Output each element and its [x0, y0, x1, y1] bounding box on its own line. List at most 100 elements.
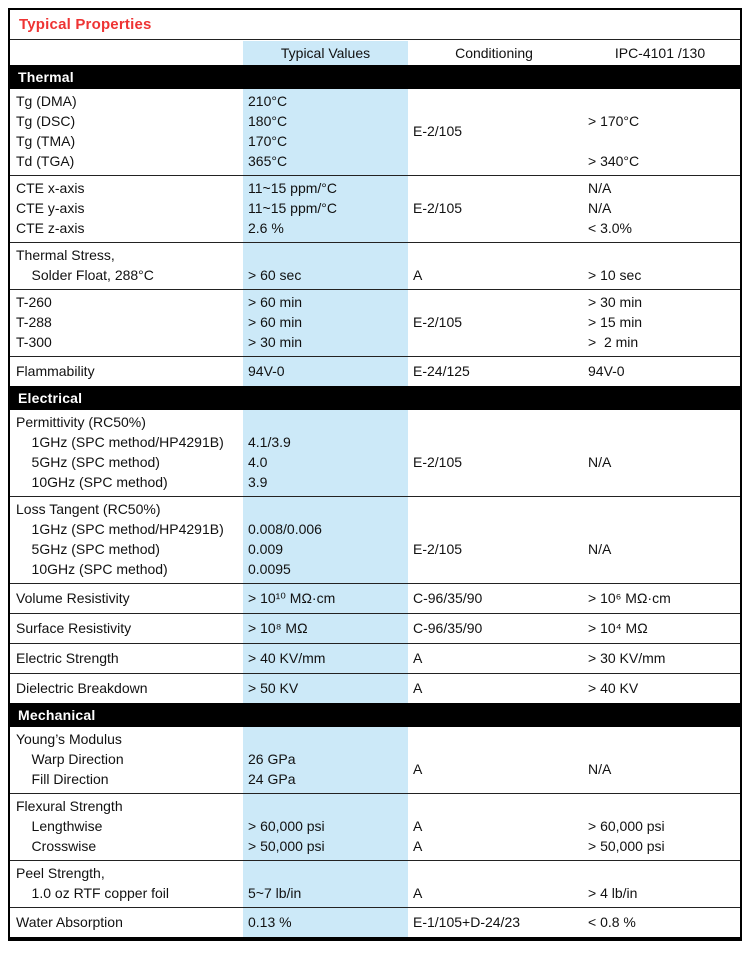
property-group: Thermal Stress, Solder Float, 288°C > 60 … — [10, 242, 740, 289]
prop-cell: Surface Resistivity — [10, 618, 243, 638]
prop-line: Solder Float, 288°C — [16, 267, 154, 283]
ipc-cell: > 4 lb/in — [580, 863, 740, 903]
ipc-line: < 0.8 % — [588, 914, 636, 930]
cond-line — [413, 863, 580, 883]
cond-cell: E-1/105+D-24/23 — [408, 912, 580, 932]
ipc-line: > 30 min — [588, 294, 643, 310]
prop-cell: CTE x-axis CTE y-axis CTE z-axis — [10, 178, 243, 238]
cond-line: E-1/105+D-24/23 — [413, 914, 521, 930]
prop-line: Dielectric Breakdown — [16, 680, 148, 696]
val-line: > 50,000 psi — [248, 838, 325, 854]
cond-cell: E-2/105 — [408, 91, 580, 171]
val-line: 0.0095 — [248, 561, 291, 577]
ipc-line: > 4 lb/in — [588, 885, 638, 901]
property-group: Flammability 94V-0 E-24/125 94V-0 — [10, 356, 740, 386]
val-line: 4.1/3.9 — [248, 434, 291, 450]
prop-line: Warp Direction — [16, 751, 124, 767]
prop-line: Tg (TMA) — [16, 133, 76, 149]
prop-line: 1.0 oz RTF copper foil — [16, 885, 170, 901]
property-group: Loss Tangent (RC50%) 1GHz (SPC method/HP… — [10, 496, 740, 583]
prop-line: Tg (DMA) — [16, 93, 77, 109]
prop-line: T-288 — [16, 314, 52, 330]
cond-cell: E-2/105 — [408, 292, 580, 352]
val-cell: 94V-0 — [243, 361, 408, 381]
cond-line: E-2/105 — [413, 123, 463, 139]
cond-line — [413, 245, 580, 265]
property-group: Permittivity (RC50%) 1GHz (SPC method/HP… — [10, 410, 740, 496]
val-cell: 0.008/0.006 0.009 0.0095 — [243, 499, 408, 579]
prop-line: CTE z-axis — [16, 220, 85, 236]
val-cell: > 10¹⁰ MΩ·cm — [243, 588, 408, 608]
cond-line: E-2/105 — [413, 200, 463, 216]
ipc-cell: N/A — [580, 412, 740, 492]
val-line: > 60,000 psi — [248, 818, 325, 834]
val-cell: 5~7 lb/in — [243, 863, 408, 903]
val-cell: > 10⁸ MΩ — [243, 618, 408, 638]
val-line: > 60 min — [248, 314, 303, 330]
val-line: 0.008/0.006 — [248, 521, 322, 537]
val-line: 0.13 % — [248, 914, 292, 930]
ipc-line: > 10⁴ MΩ — [588, 620, 648, 636]
val-line: > 50 KV — [248, 680, 299, 696]
val-cell: > 60 sec — [243, 245, 408, 285]
column-header-typical-values: Typical Values — [280, 44, 371, 61]
val-line: 180°C — [248, 113, 288, 129]
val-line: 0.009 — [248, 541, 284, 557]
column-header-ipc: IPC-4101 /130 — [614, 44, 706, 61]
prop-line: Thermal Stress, — [16, 247, 115, 263]
cond-cell: C-96/35/90 — [408, 588, 580, 608]
cond-line: E-2/105 — [413, 454, 463, 470]
cond-line — [413, 796, 580, 816]
prop-line: Lengthwise — [16, 818, 103, 834]
cond-cell: A — [408, 729, 580, 789]
ipc-cell: N/A N/A < 3.0% — [580, 178, 740, 238]
ipc-line: > 40 KV — [588, 680, 639, 696]
section-header-electrical: Electrical — [10, 386, 740, 410]
prop-line: 10GHz (SPC method) — [16, 474, 168, 490]
table-body: Thermal Tg (DMA) Tg (DSC) Tg (TMA) Td (TGA) 2… — [10, 65, 740, 937]
cond-line: C-96/35/90 — [413, 590, 483, 606]
prop-line: Crosswise — [16, 838, 97, 854]
prop-cell: Loss Tangent (RC50%) 1GHz (SPC method/HP… — [10, 499, 243, 579]
ipc-cell: > 10 sec — [580, 245, 740, 285]
cond-line: A — [413, 267, 423, 283]
page-title: Typical Properties — [19, 16, 152, 33]
ipc-line: > 2 min — [588, 334, 639, 350]
val-line — [248, 245, 408, 265]
ipc-line: 94V-0 — [588, 363, 625, 379]
ipc-cell: > 10⁴ MΩ — [580, 618, 740, 638]
prop-line: Td (TGA) — [16, 153, 75, 169]
property-group: Tg (DMA) Tg (DSC) Tg (TMA) Td (TGA) 210°C 180… — [10, 89, 740, 175]
cond-cell: A — [408, 678, 580, 698]
property-group: Water Absorption 0.13 % E-1/105+D-24/23 < 0… — [10, 907, 740, 937]
ipc-line: > 50,000 psi — [588, 838, 665, 854]
property-group: Electric Strength > 40 KV/mm A > 30 KV/mm — [10, 643, 740, 673]
val-line: 5~7 lb/in — [248, 885, 302, 901]
cond-cell: E-2/105 — [408, 412, 580, 492]
val-cell: 210°C 180°C 170°C 365°C — [243, 91, 408, 171]
val-line: 26 GPa — [248, 751, 296, 767]
ipc-line — [588, 91, 740, 111]
prop-line: Loss Tangent (RC50%) — [16, 501, 161, 517]
property-group: Flexural Strength Lengthwise Crosswise > … — [10, 793, 740, 860]
prop-line: Flexural Strength — [16, 798, 123, 814]
val-cell: 4.1/3.9 4.0 3.9 — [243, 412, 408, 492]
prop-line: Volume Resistivity — [16, 590, 130, 606]
cond-line: E-2/105 — [413, 541, 463, 557]
property-group: Young’s Modulus Warp Direction Fill Dire… — [10, 727, 740, 793]
prop-line: CTE y-axis — [16, 200, 85, 216]
prop-line: Surface Resistivity — [16, 620, 132, 636]
val-cell: > 60 min > 60 min > 30 min — [243, 292, 408, 352]
property-group: Peel Strength, 1.0 oz RTF copper foil 5~7… — [10, 860, 740, 907]
ipc-cell: > 30 min > 15 min > 2 min — [580, 292, 740, 352]
properties-table: Typical Properties Typical Values Condit… — [8, 8, 742, 941]
val-line: 170°C — [248, 133, 288, 149]
prop-line: Permittivity (RC50%) — [16, 414, 146, 430]
val-line: 365°C — [248, 153, 288, 169]
prop-cell: Thermal Stress, Solder Float, 288°C — [10, 245, 243, 285]
cond-cell: A — [408, 648, 580, 668]
cond-line: A — [413, 761, 423, 777]
ipc-line: > 340°C — [588, 153, 640, 169]
ipc-line: N/A — [588, 180, 612, 196]
